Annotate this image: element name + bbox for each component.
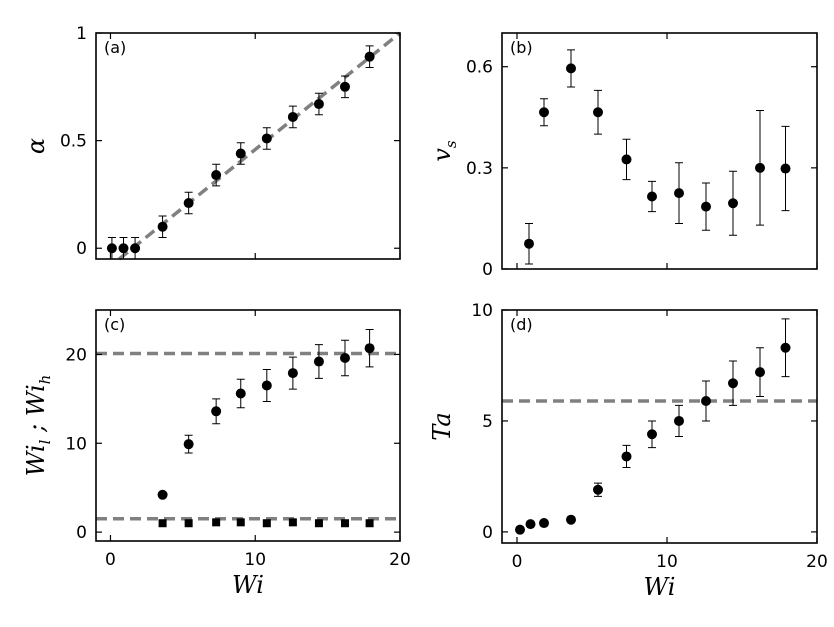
y-axis-label: α — [22, 138, 50, 154]
data-point — [261, 133, 272, 144]
x-tick-label: 20 — [806, 552, 828, 572]
data-point-square — [262, 519, 271, 528]
y-tick-label: 0 — [76, 523, 87, 543]
data-point — [525, 519, 536, 530]
plot-frame — [95, 309, 401, 542]
x-tick-label: 0 — [512, 552, 523, 572]
data-point-square — [314, 519, 323, 528]
y-tick-label: 0.6 — [466, 58, 493, 78]
data-point — [755, 367, 765, 378]
data-point — [780, 163, 791, 174]
data-point — [593, 484, 603, 495]
data-point-square — [365, 519, 374, 528]
data-point — [566, 63, 576, 74]
data-point — [261, 380, 272, 391]
panel-a: 0 0.5 1 (a) α — [22, 24, 402, 261]
data-point-square — [340, 519, 349, 528]
y-tick-label: 5 — [482, 412, 493, 432]
panel-c: 0 10 20 0 10 20 (c) Wi Wil ; Wih — [22, 309, 411, 599]
x-tick-label: 20 — [389, 550, 411, 570]
y-tick-label: 0 — [482, 260, 493, 280]
x-axis-label: Wi — [232, 571, 264, 599]
data-point — [118, 243, 129, 254]
x-tick-label: 10 — [244, 550, 266, 570]
data-point — [211, 170, 222, 181]
data-point — [701, 395, 711, 406]
data-point — [211, 406, 222, 417]
data-point — [287, 368, 298, 379]
data-point — [364, 343, 375, 354]
data-point — [755, 162, 765, 173]
data-point — [593, 107, 603, 118]
data-point — [621, 154, 632, 165]
data-point — [647, 191, 657, 202]
y-tick-label: 0.5 — [60, 132, 87, 152]
data-point-square — [184, 519, 193, 528]
data-point — [701, 201, 711, 212]
data-point — [728, 378, 738, 389]
y-tick-label: 0 — [482, 523, 493, 543]
data-point — [566, 514, 576, 525]
plot-frame — [501, 32, 818, 270]
data-point — [728, 198, 738, 209]
y-axis-label: vs — [428, 140, 460, 162]
panel-label: (d) — [510, 315, 533, 334]
panel-label: (b) — [510, 38, 533, 57]
data-point — [339, 352, 350, 363]
data-point — [539, 518, 549, 529]
data-point — [106, 243, 117, 254]
x-tick-label: 10 — [656, 552, 678, 572]
panel-b: 0 0.3 0.6 (b) vs — [428, 32, 818, 280]
data-point — [183, 198, 194, 209]
data-point — [313, 99, 324, 110]
y-tick-label: 0 — [76, 239, 87, 259]
data-point — [674, 188, 684, 199]
data-point — [515, 524, 525, 535]
panel-label: (a) — [104, 38, 126, 57]
panel-label: (c) — [104, 315, 125, 334]
data-point — [157, 221, 168, 232]
data-point — [621, 451, 632, 462]
data-point — [313, 356, 324, 367]
data-point-square — [236, 518, 245, 527]
data-point — [157, 489, 168, 500]
data-point — [235, 388, 246, 399]
y-axis-label: Ta — [428, 412, 456, 440]
data-point-square — [158, 519, 167, 528]
data-point — [235, 148, 246, 159]
y-tick-label: 10 — [471, 301, 493, 321]
y-tick-label: 1 — [76, 24, 87, 44]
x-tick-label: 0 — [105, 550, 116, 570]
panel-d: 0 10 20 0 5 10 (d) Wi Ta — [428, 301, 828, 601]
y-tick-label: 10 — [65, 434, 87, 454]
data-point — [539, 107, 549, 118]
x-axis-label: Wi — [644, 573, 676, 601]
data-point-square — [212, 518, 221, 527]
y-tick-label: 20 — [65, 345, 87, 365]
data-point — [364, 51, 375, 62]
data-point — [674, 415, 684, 426]
plot-frame — [95, 32, 401, 260]
data-point — [130, 243, 141, 254]
data-point — [780, 342, 791, 353]
data-point — [524, 238, 534, 249]
data-point — [647, 429, 657, 440]
data-point — [287, 111, 298, 122]
data-point-square — [288, 518, 297, 527]
plot-frame — [501, 309, 818, 544]
y-tick-label: 0.3 — [466, 159, 493, 179]
dashed-line-0 — [118, 31, 402, 261]
data-point — [183, 439, 194, 450]
data-point — [339, 81, 350, 92]
y-axis-label: Wil ; Wih — [22, 375, 54, 477]
